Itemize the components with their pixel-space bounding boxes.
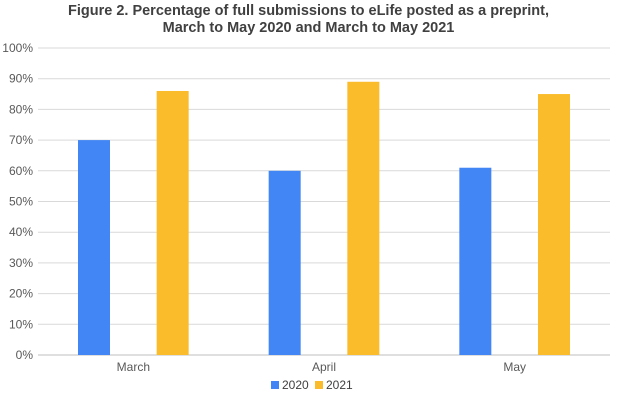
chart-title: Figure 2. Percentage of full submissions… — [0, 3, 617, 37]
chart-title-line-1: Figure 2. Percentage of full submissions… — [67, 3, 549, 19]
y-tick-label: 70% — [9, 133, 33, 147]
bar-2021-april — [347, 81, 380, 356]
y-axis-ticks: 0% 10% 20% 30% 40% 50% 60% 70% 80% 90% 100% — [2, 41, 33, 362]
bar-2020-march — [78, 140, 110, 355]
x-tick-label: April — [312, 360, 336, 374]
bar-2020-may — [459, 167, 492, 355]
legend-label-2020: 2020 — [282, 378, 309, 392]
x-tick-label: March — [117, 360, 150, 374]
legend: 2020 2021 — [271, 378, 353, 392]
x-tick-label: May — [503, 360, 526, 374]
y-tick-label: 90% — [9, 72, 33, 86]
y-tick-label: 20% — [9, 287, 33, 301]
bar-2021-may — [538, 94, 570, 356]
legend-label-2021: 2021 — [326, 378, 353, 392]
y-tick-label: 80% — [9, 102, 33, 116]
legend-swatch-2021 — [315, 381, 323, 389]
bar-2020-april — [268, 170, 301, 355]
bar-2021-march — [156, 90, 189, 355]
y-tick-label: 30% — [9, 256, 33, 270]
y-tick-label: 0% — [16, 348, 34, 362]
y-tick-label: 50% — [9, 195, 33, 209]
y-tick-label: 60% — [9, 164, 33, 178]
chart-title-line-2: March to May 2020 and March to May 2021 — [162, 20, 455, 36]
y-tick-label: 40% — [9, 225, 33, 239]
y-tick-label: 10% — [9, 317, 33, 331]
y-tick-label: 100% — [2, 41, 33, 55]
x-axis-ticks: March April May — [117, 360, 526, 374]
legend-swatch-2020 — [271, 381, 279, 389]
gridlines — [38, 47, 610, 356]
bars — [78, 81, 570, 356]
